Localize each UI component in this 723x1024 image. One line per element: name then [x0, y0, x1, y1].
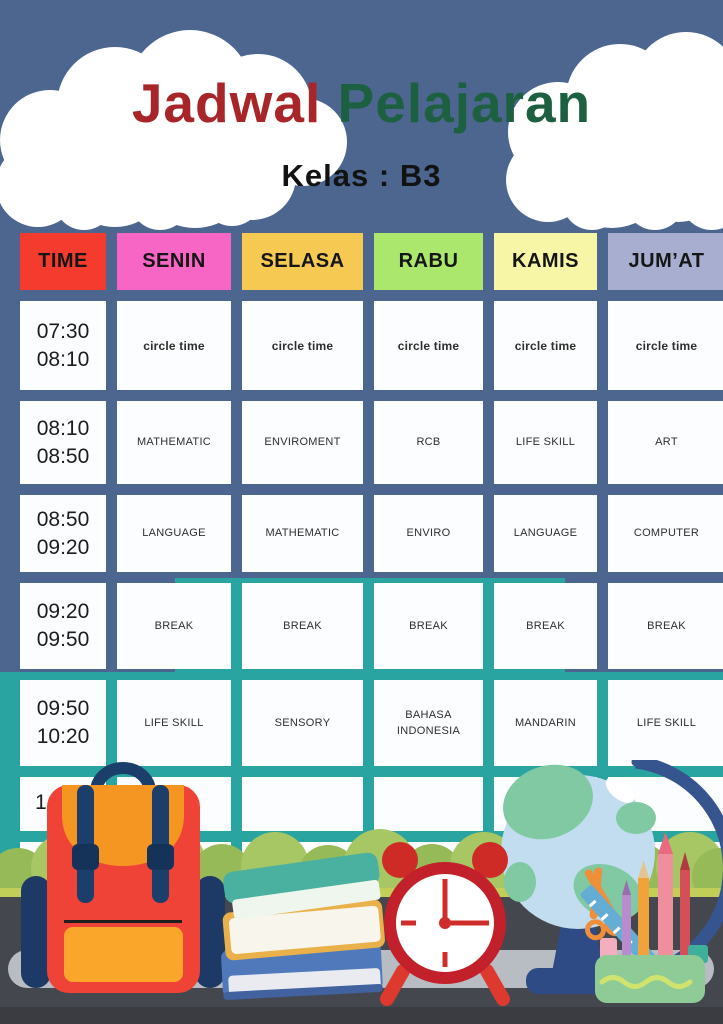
subject-cell: BREAK	[242, 583, 363, 669]
subject-cell: BREAK	[374, 583, 483, 669]
bottom-scene	[0, 760, 723, 1024]
title-word-red: Jadwal	[131, 72, 322, 134]
column-header-time: TIME	[20, 233, 106, 290]
subject-cell: MANDARIN	[494, 680, 597, 766]
schedule-table: TIME SENIN SELASA RABU KAMIS JUM’AT 07:30 08:10…	[20, 233, 723, 896]
subject-cell: BREAK	[117, 583, 231, 669]
time-cell: 09:20 09:50	[20, 583, 106, 669]
subject-cell: ENVIRO	[374, 495, 483, 572]
subject-cell: LANGUAGE	[117, 495, 231, 572]
subject-cell: RCB	[374, 401, 483, 484]
column-header-day-4: KAMIS	[494, 233, 597, 290]
subject-cell: circle time	[242, 301, 363, 390]
alarm-clock-illustration	[380, 842, 510, 1006]
title-word-green: Pelajaran	[337, 72, 592, 134]
column-header-day-5: JUM’AT	[608, 233, 723, 290]
page-title: Jadwal Pelajaran	[0, 76, 723, 131]
subject-cell: LIFE SKILL	[494, 401, 597, 484]
subject-cell: LANGUAGE	[494, 495, 597, 572]
subject-cell: MATHEMATIC	[117, 401, 231, 484]
clouds-illustration	[0, 30, 723, 230]
subject-cell: BAHASA INDONESIA	[374, 680, 483, 766]
class-subtitle: Kelas : B3	[281, 158, 442, 193]
subject-cell: SENSORY	[242, 680, 363, 766]
subject-cell: BREAK	[494, 583, 597, 669]
time-cell: 09:50 10:20	[20, 680, 106, 766]
subject-cell: COMPUTER	[608, 495, 723, 572]
subject-cell: BREAK	[608, 583, 723, 669]
subject-cell: circle time	[374, 301, 483, 390]
column-header-day-1: SENIN	[117, 233, 231, 290]
subject-cell: circle time	[608, 301, 723, 390]
pencils	[622, 832, 690, 958]
books-illustration	[221, 852, 385, 1000]
subject-cell	[242, 777, 363, 831]
subject-cell: circle time	[494, 301, 597, 390]
time-cell: 08:10 08:50	[20, 401, 106, 484]
subject-cell: ENVIROMENT	[242, 401, 363, 484]
backpack-illustration	[21, 762, 225, 993]
column-header-day-3: RABU	[374, 233, 483, 290]
subject-cell: ART	[608, 401, 723, 484]
column-header-day-2: SELASA	[242, 233, 363, 290]
pencil-case-illustration	[580, 832, 708, 1003]
time-cell: 08:50 09:20	[20, 495, 106, 572]
subject-cell: circle time	[117, 301, 231, 390]
time-cell: 07:30 08:10	[20, 301, 106, 390]
subject-cell: LIFE SKILL	[117, 680, 231, 766]
subject-cell: LIFE SKILL	[608, 680, 723, 766]
subject-cell	[374, 777, 483, 831]
subject-cell: MATHEMATIC	[242, 495, 363, 572]
